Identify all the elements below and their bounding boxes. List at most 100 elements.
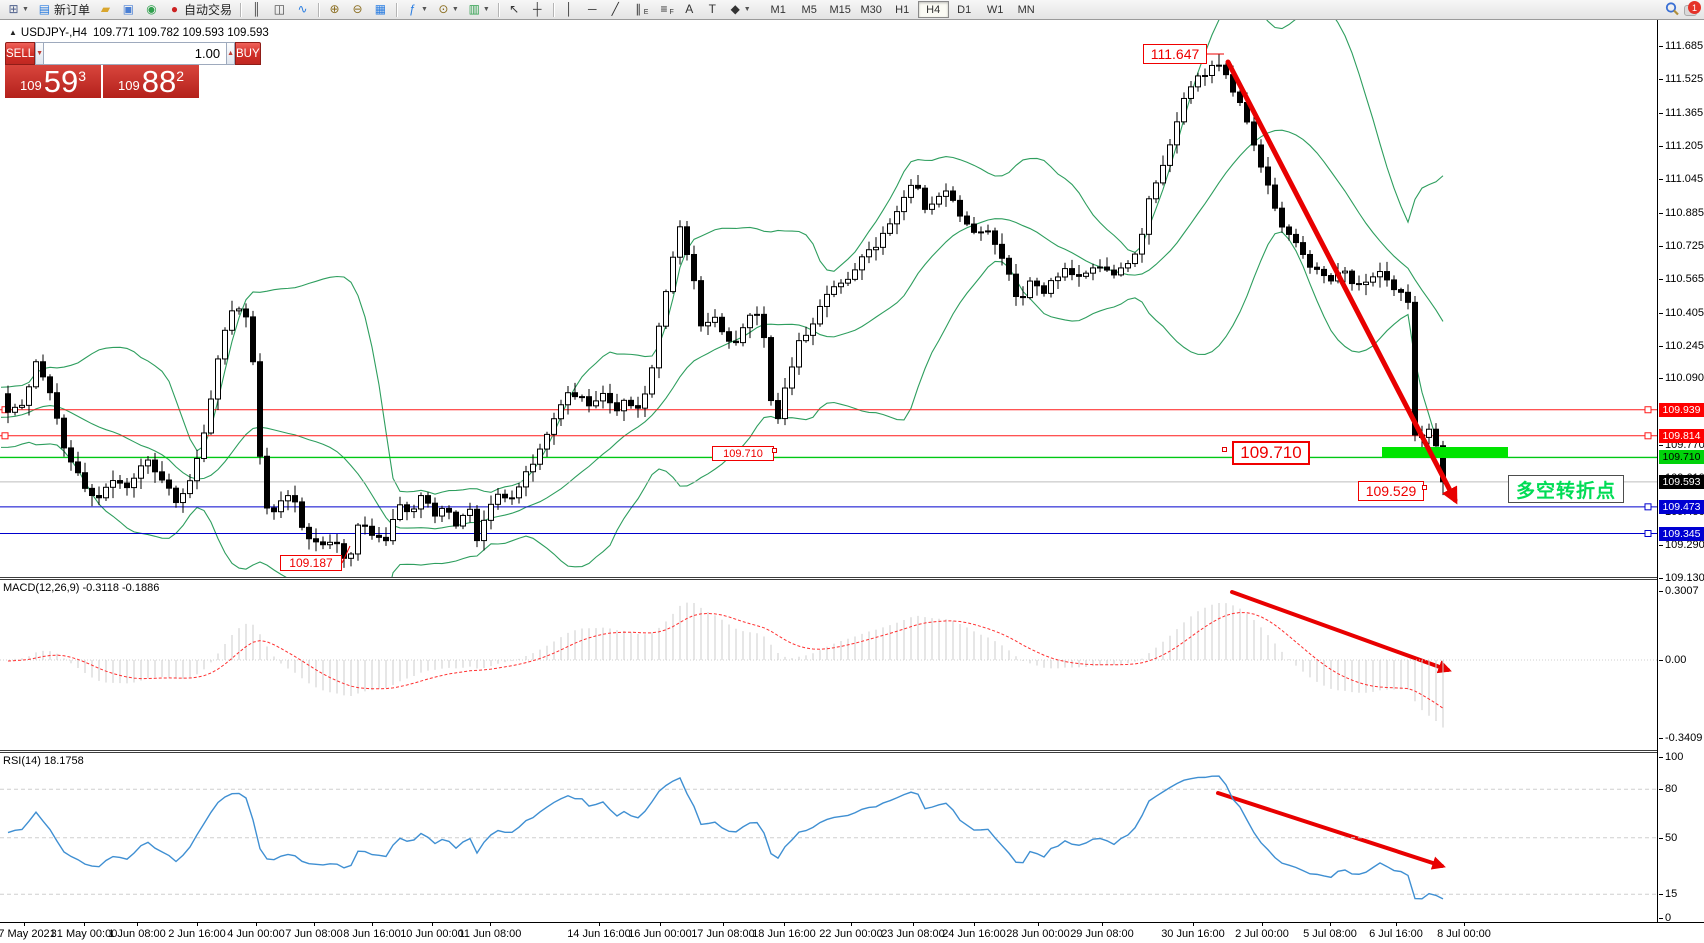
panel-separator[interactable] <box>0 750 1704 753</box>
toolbar-button-horizontal-line[interactable]: ─ <box>581 1 604 19</box>
main-toolbar: ⊞ ▼ ▤ 新订单 ▰ ▣ ◉ ● 自动交易 ║ ◫ ∿ ⊕ ⊖ ▦ ƒ ▼ ⊙ ▼ ▥ ▼ ↖ ┼ │ ─ ╱ ∥ E ≡ F A T ◆ ▼ … <box>0 0 1704 20</box>
timeframe-tab-d1[interactable]: D1 <box>957 3 972 16</box>
toolbar-button-zoom-in[interactable]: ⊕ <box>323 1 346 19</box>
toolbar-button-tile-windows[interactable]: ▦ <box>369 1 392 19</box>
date-label: 17 Jun 08:00 <box>691 928 755 940</box>
macd-tick-label: -0.3409 <box>1665 732 1703 745</box>
toolbar-button-text-label[interactable]: T <box>701 1 724 19</box>
price-tick-label: 110.565 <box>1665 273 1704 286</box>
buy-price-prefix: 109 <box>118 78 140 93</box>
toolbar-button-autotrading[interactable]: ● 自动交易 <box>163 1 236 19</box>
date-tick-mark <box>851 923 852 926</box>
resistance-line-2-handle[interactable] <box>1644 432 1652 440</box>
toolbar-button-signals[interactable]: ◉ <box>140 1 163 19</box>
timeframe-toolbar: M1 M5 M15 M30 H1 H4 D1 W1 MN <box>763 1 1042 18</box>
symbol-info-line[interactable]: ▲ USDJPY-,H4 109.771 109.782 109.593 109.5… <box>9 27 269 39</box>
mid-support-price-label[interactable]: 109.710 <box>712 446 774 461</box>
toolbar-button-cursor[interactable]: ↖ <box>503 1 526 19</box>
toolbar-button-text[interactable]: A <box>678 1 701 19</box>
panel-separator[interactable] <box>0 577 1704 580</box>
low-price-label[interactable]: 109.529 <box>1358 481 1424 501</box>
toolbar-button-candlestick-chart[interactable]: ◫ <box>268 1 291 19</box>
toolbar-button-fibonacci[interactable]: ≡ F <box>652 1 677 19</box>
line-chart-icon: ∿ <box>297 2 308 16</box>
date-tick-mark <box>84 923 85 926</box>
macd-tick-mark <box>1659 738 1663 740</box>
lot-size-input[interactable] <box>44 42 227 65</box>
resistance-line-2-handle[interactable] <box>1 432 9 440</box>
date-label: 18 Jun 16:00 <box>752 928 816 940</box>
toolbar-button-indicators[interactable]: ƒ ▼ <box>401 1 432 19</box>
support-line-blue-1-handle[interactable] <box>1644 503 1652 511</box>
autotrading-icon: ● <box>170 2 179 16</box>
sell-price-tile[interactable]: 109 59 3 <box>5 65 101 98</box>
periods-icon: ⊙ <box>438 2 449 16</box>
lot-decrease-button[interactable]: ▼ <box>35 42 45 65</box>
date-label: 1 Jun 08:00 <box>108 928 166 940</box>
support-price-label-large-text: 109.710 <box>1233 442 1309 464</box>
price-tick-label: 110.885 <box>1665 206 1704 219</box>
macd-signal-line <box>7 612 1444 709</box>
bollinger-upper-band <box>0 20 1444 495</box>
date-tick-mark <box>372 923 373 926</box>
timeframe-tab-mn[interactable]: MN <box>1017 3 1035 16</box>
toolbar-button-arrows[interactable]: ◆ ▼ <box>724 1 755 19</box>
date-tick-mark <box>599 923 600 926</box>
buy-price-tile[interactable]: 109 88 2 <box>103 65 199 98</box>
toolbar-button-equidistant-channel[interactable]: ∥ E <box>627 1 653 19</box>
timeframe-tab-m1[interactable]: M1 <box>770 3 786 16</box>
price-tick-label: 110.090 <box>1665 372 1704 385</box>
date-tick-mark <box>1102 923 1103 926</box>
price-tick-mark <box>1659 79 1663 81</box>
toolbar-button-crosshair[interactable]: ┼ <box>526 1 549 19</box>
rsi-tick-mark <box>1659 757 1663 758</box>
collapse-arrow-icon[interactable]: ▲ <box>9 28 17 37</box>
toolbar-button-line-chart[interactable]: ∿ <box>291 1 314 19</box>
price-tick-label: 111.525 <box>1665 73 1704 86</box>
rsi-tick-mark <box>1659 918 1663 920</box>
symbol-name: USDJPY-,H4 <box>20 27 87 39</box>
toolbar-button-trendline[interactable]: ╱ <box>604 1 627 19</box>
buy-button[interactable]: BUY <box>235 42 261 65</box>
date-label: 14 Jun 16:00 <box>567 928 631 940</box>
macd-downtrend-arrow[interactable] <box>1230 590 1452 674</box>
date-label: 22 Jun 00:00 <box>819 928 883 940</box>
toolbar-button-new-chart[interactable]: ⊞ ▼ <box>2 1 33 19</box>
low-price-label-handle[interactable] <box>1422 485 1427 490</box>
date-label: 5 Jul 08:00 <box>1303 928 1357 940</box>
rsi-indicator-panel: RSI(14) 18.1758 <box>0 753 1657 922</box>
support-price-label-large-handle[interactable] <box>1222 447 1227 452</box>
timeframe-tab-h4[interactable]: H4 <box>917 1 949 18</box>
trend-reversal-note[interactable]: 多空转折点 <box>1508 475 1624 503</box>
toolbar-button-eraser[interactable]: ▰ <box>94 1 117 19</box>
sell-button[interactable]: SELL <box>5 42 36 65</box>
timeframe-tab-m15[interactable]: M15 <box>829 3 851 16</box>
rsi-downtrend-arrow[interactable] <box>1216 791 1446 870</box>
peak-price-label[interactable]: 111.647 <box>1143 44 1207 64</box>
mid-support-price-label-handle[interactable] <box>772 448 777 453</box>
toolbar-button-periods[interactable]: ⊙ ▼ <box>432 1 463 19</box>
notifications-button[interactable]: 1 <box>1684 1 1701 17</box>
timeframe-tab-w1[interactable]: W1 <box>986 3 1004 16</box>
lot-increase-button[interactable]: ▲ <box>226 42 236 65</box>
date-tick-mark <box>137 923 138 926</box>
swing-low-price-label[interactable]: 109.187 <box>280 555 342 571</box>
toolbar-button-templates[interactable]: ▥ ▼ <box>463 1 494 19</box>
timeframe-tab-m5[interactable]: M5 <box>801 3 817 16</box>
low-price-label-text: 109.529 <box>1365 483 1417 499</box>
support-line-blue-2-handle[interactable] <box>1644 530 1652 537</box>
green-highlight-bar[interactable] <box>1382 447 1508 458</box>
timeframe-tab-m30[interactable]: M30 <box>860 3 882 16</box>
main-downtrend-arrow[interactable] <box>1225 59 1458 505</box>
toolbar-button-new-order[interactable]: ▤ 新订单 <box>33 1 94 19</box>
resistance-line-1-handle[interactable] <box>1644 406 1652 414</box>
search-icon[interactable] <box>1664 1 1680 17</box>
support-price-label-large[interactable]: 109.710 <box>1232 441 1310 465</box>
toolbar-button-zoom-out[interactable]: ⊖ <box>346 1 369 19</box>
toolbar-button-expert-advisors[interactable]: ▣ <box>117 1 140 19</box>
timeframe-tab-h1[interactable]: H1 <box>895 3 910 16</box>
toolbar-button-vertical-line[interactable]: │ <box>558 1 581 19</box>
price-axis[interactable]: 111.685 111.525 111.365 111.205 111.045 110.8… <box>1657 20 1704 924</box>
toolbar-button-bar-chart[interactable]: ║ <box>245 1 268 19</box>
